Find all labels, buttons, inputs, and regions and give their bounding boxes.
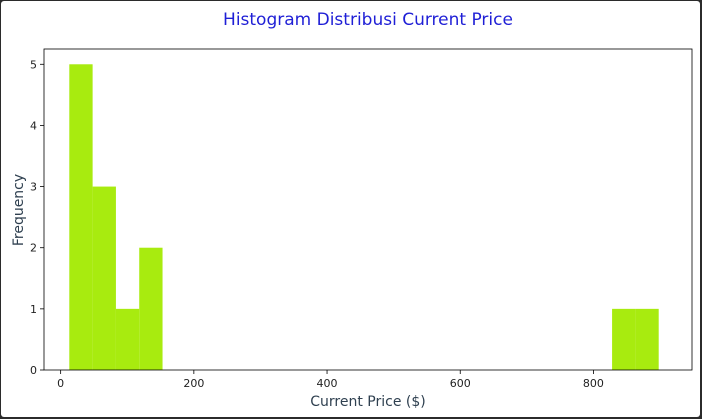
x-tick-label: 0	[57, 377, 64, 390]
y-axis-ticks: 0 1 2 3 4 5	[30, 58, 44, 377]
y-tick-label: 0	[30, 364, 37, 377]
y-tick-label: 4	[30, 119, 37, 132]
x-tick-label: 200	[183, 377, 204, 390]
chart-title: Histogram Distribusi Current Price	[223, 10, 513, 30]
bars-group	[69, 64, 659, 371]
histogram-bar-5	[635, 308, 659, 370]
x-tick-label: 800	[583, 377, 604, 390]
x-tick-label: 600	[450, 377, 471, 390]
plot-area-frame	[43, 48, 693, 371]
y-tick-label: 2	[30, 242, 37, 255]
histogram-bar-2	[115, 308, 140, 370]
x-tick-label: 400	[317, 377, 338, 390]
y-tick-label: 5	[30, 58, 37, 71]
x-axis-ticks: 0 200 400 600 800	[57, 370, 604, 390]
histogram-bar-0	[69, 64, 93, 371]
histogram-bar-4	[612, 308, 636, 370]
histogram-bar-1	[92, 186, 116, 370]
x-axis-label: Current Price ($)	[310, 394, 425, 410]
y-axis-label: Frequency	[11, 174, 27, 246]
y-tick-label: 3	[30, 181, 37, 194]
histogram-bar-3	[139, 247, 163, 370]
y-tick-label: 1	[30, 303, 37, 316]
